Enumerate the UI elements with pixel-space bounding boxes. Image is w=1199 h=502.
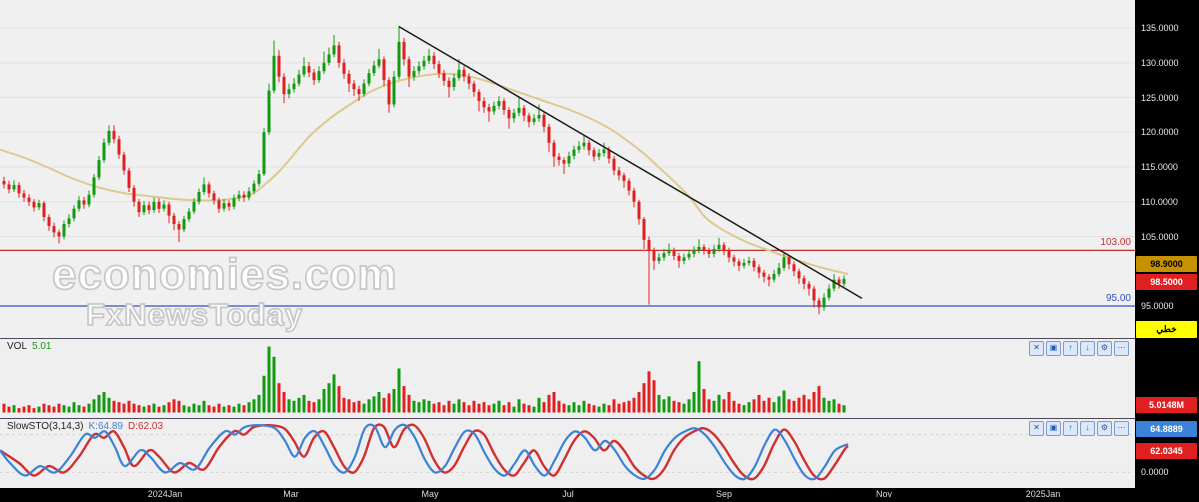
settings-icon[interactable]: ⚙ [1097, 341, 1112, 356]
time-axis-label: Nov [875, 489, 893, 499]
stochastic-chart-svg[interactable] [0, 419, 1135, 488]
hline-label: 103.00 [1100, 237, 1131, 249]
hline-label: 95.00 [1105, 293, 1131, 304]
volume-title: VOL [7, 341, 28, 352]
stochastic-title: SlowSTO(3,14,3) [7, 421, 84, 432]
close-icon[interactable]: ✕ [1029, 341, 1044, 356]
stochastic-d-value: D:62.03 [128, 421, 164, 432]
volume-value-badge: 5.0148M [1136, 397, 1197, 413]
price-tick: 135.0000 [1141, 23, 1179, 33]
price-axis[interactable]: 135.0000 130.0000 125.0000 120.0000 115.0000… [1135, 0, 1199, 488]
stochastic-pane-header: SlowSTO(3,14,3) K:64.89 D:62.03 [7, 421, 168, 432]
chart-region: economies.com FxNewsToday 103.00 95.00 VO… [0, 0, 1135, 488]
time-axis-label: 2024Jan [147, 489, 183, 499]
volume-value: 5.01 [32, 341, 52, 352]
stoch-bottom-label: 0.0000 [1141, 467, 1169, 477]
move-up-icon[interactable]: ↑ [1063, 421, 1078, 436]
scale-type-badge[interactable]: خطي [1136, 321, 1197, 338]
price-tick: 120.0000 [1141, 127, 1179, 138]
volume-chart-svg[interactable] [0, 339, 1135, 418]
price-tick: 130.0000 [1141, 57, 1179, 68]
price-tick: 95.0000 [1141, 301, 1174, 311]
more-icon[interactable]: ⋯ [1114, 421, 1129, 436]
volume-pane-header: VOL 5.01 [7, 341, 56, 352]
stochastic-pane[interactable]: SlowSTO(3,14,3) K:64.89 D:62.03 ✕ ▣ ↑ ↓ ⚙ ⋯ [0, 418, 1135, 488]
move-down-icon[interactable]: ↓ [1080, 341, 1095, 356]
volume-pane[interactable]: VOL 5.01 ✕ ▣ ↑ ↓ ⚙ ⋯ [0, 338, 1135, 418]
settings-icon[interactable]: ⚙ [1097, 421, 1112, 436]
maximize-icon[interactable]: ▣ [1046, 421, 1061, 436]
time-axis[interactable]: 2024Jan Mar May Jul Sep Nov 2025Jan [0, 488, 1199, 502]
time-axis-label: Sep [715, 489, 733, 499]
time-axis-label: May [421, 489, 439, 499]
more-icon[interactable]: ⋯ [1114, 341, 1129, 356]
time-axis-label: Mar [283, 489, 299, 499]
time-axis-label: 2025Jan [1025, 489, 1061, 499]
price-tick: 115.0000 [1141, 162, 1178, 172]
price-tick: 105.0000 [1141, 231, 1179, 242]
stoch-k-badge: 64.8889 [1136, 421, 1197, 437]
maximize-icon[interactable]: ▣ [1046, 341, 1061, 356]
stochastic-k-value: K:64.89 [88, 421, 123, 432]
move-up-icon[interactable]: ↑ [1063, 341, 1078, 356]
last-price-badge: 98.9000 [1136, 256, 1197, 272]
prev-price-badge: 98.5000 [1136, 274, 1197, 290]
stoch-d-badge: 62.0345 [1136, 443, 1197, 459]
price-tick: 125.0000 [1141, 92, 1179, 103]
time-axis-label: Jul [562, 489, 574, 499]
stochastic-pane-toolbar: ✕ ▣ ↑ ↓ ⚙ ⋯ [1029, 421, 1129, 436]
price-chart-svg[interactable] [0, 0, 1135, 338]
price-tick: 110.0000 [1141, 196, 1178, 207]
close-icon[interactable]: ✕ [1029, 421, 1044, 436]
move-down-icon[interactable]: ↓ [1080, 421, 1095, 436]
volume-pane-toolbar: ✕ ▣ ↑ ↓ ⚙ ⋯ [1029, 341, 1129, 356]
price-pane[interactable]: economies.com FxNewsToday 103.00 95.00 [0, 0, 1135, 338]
